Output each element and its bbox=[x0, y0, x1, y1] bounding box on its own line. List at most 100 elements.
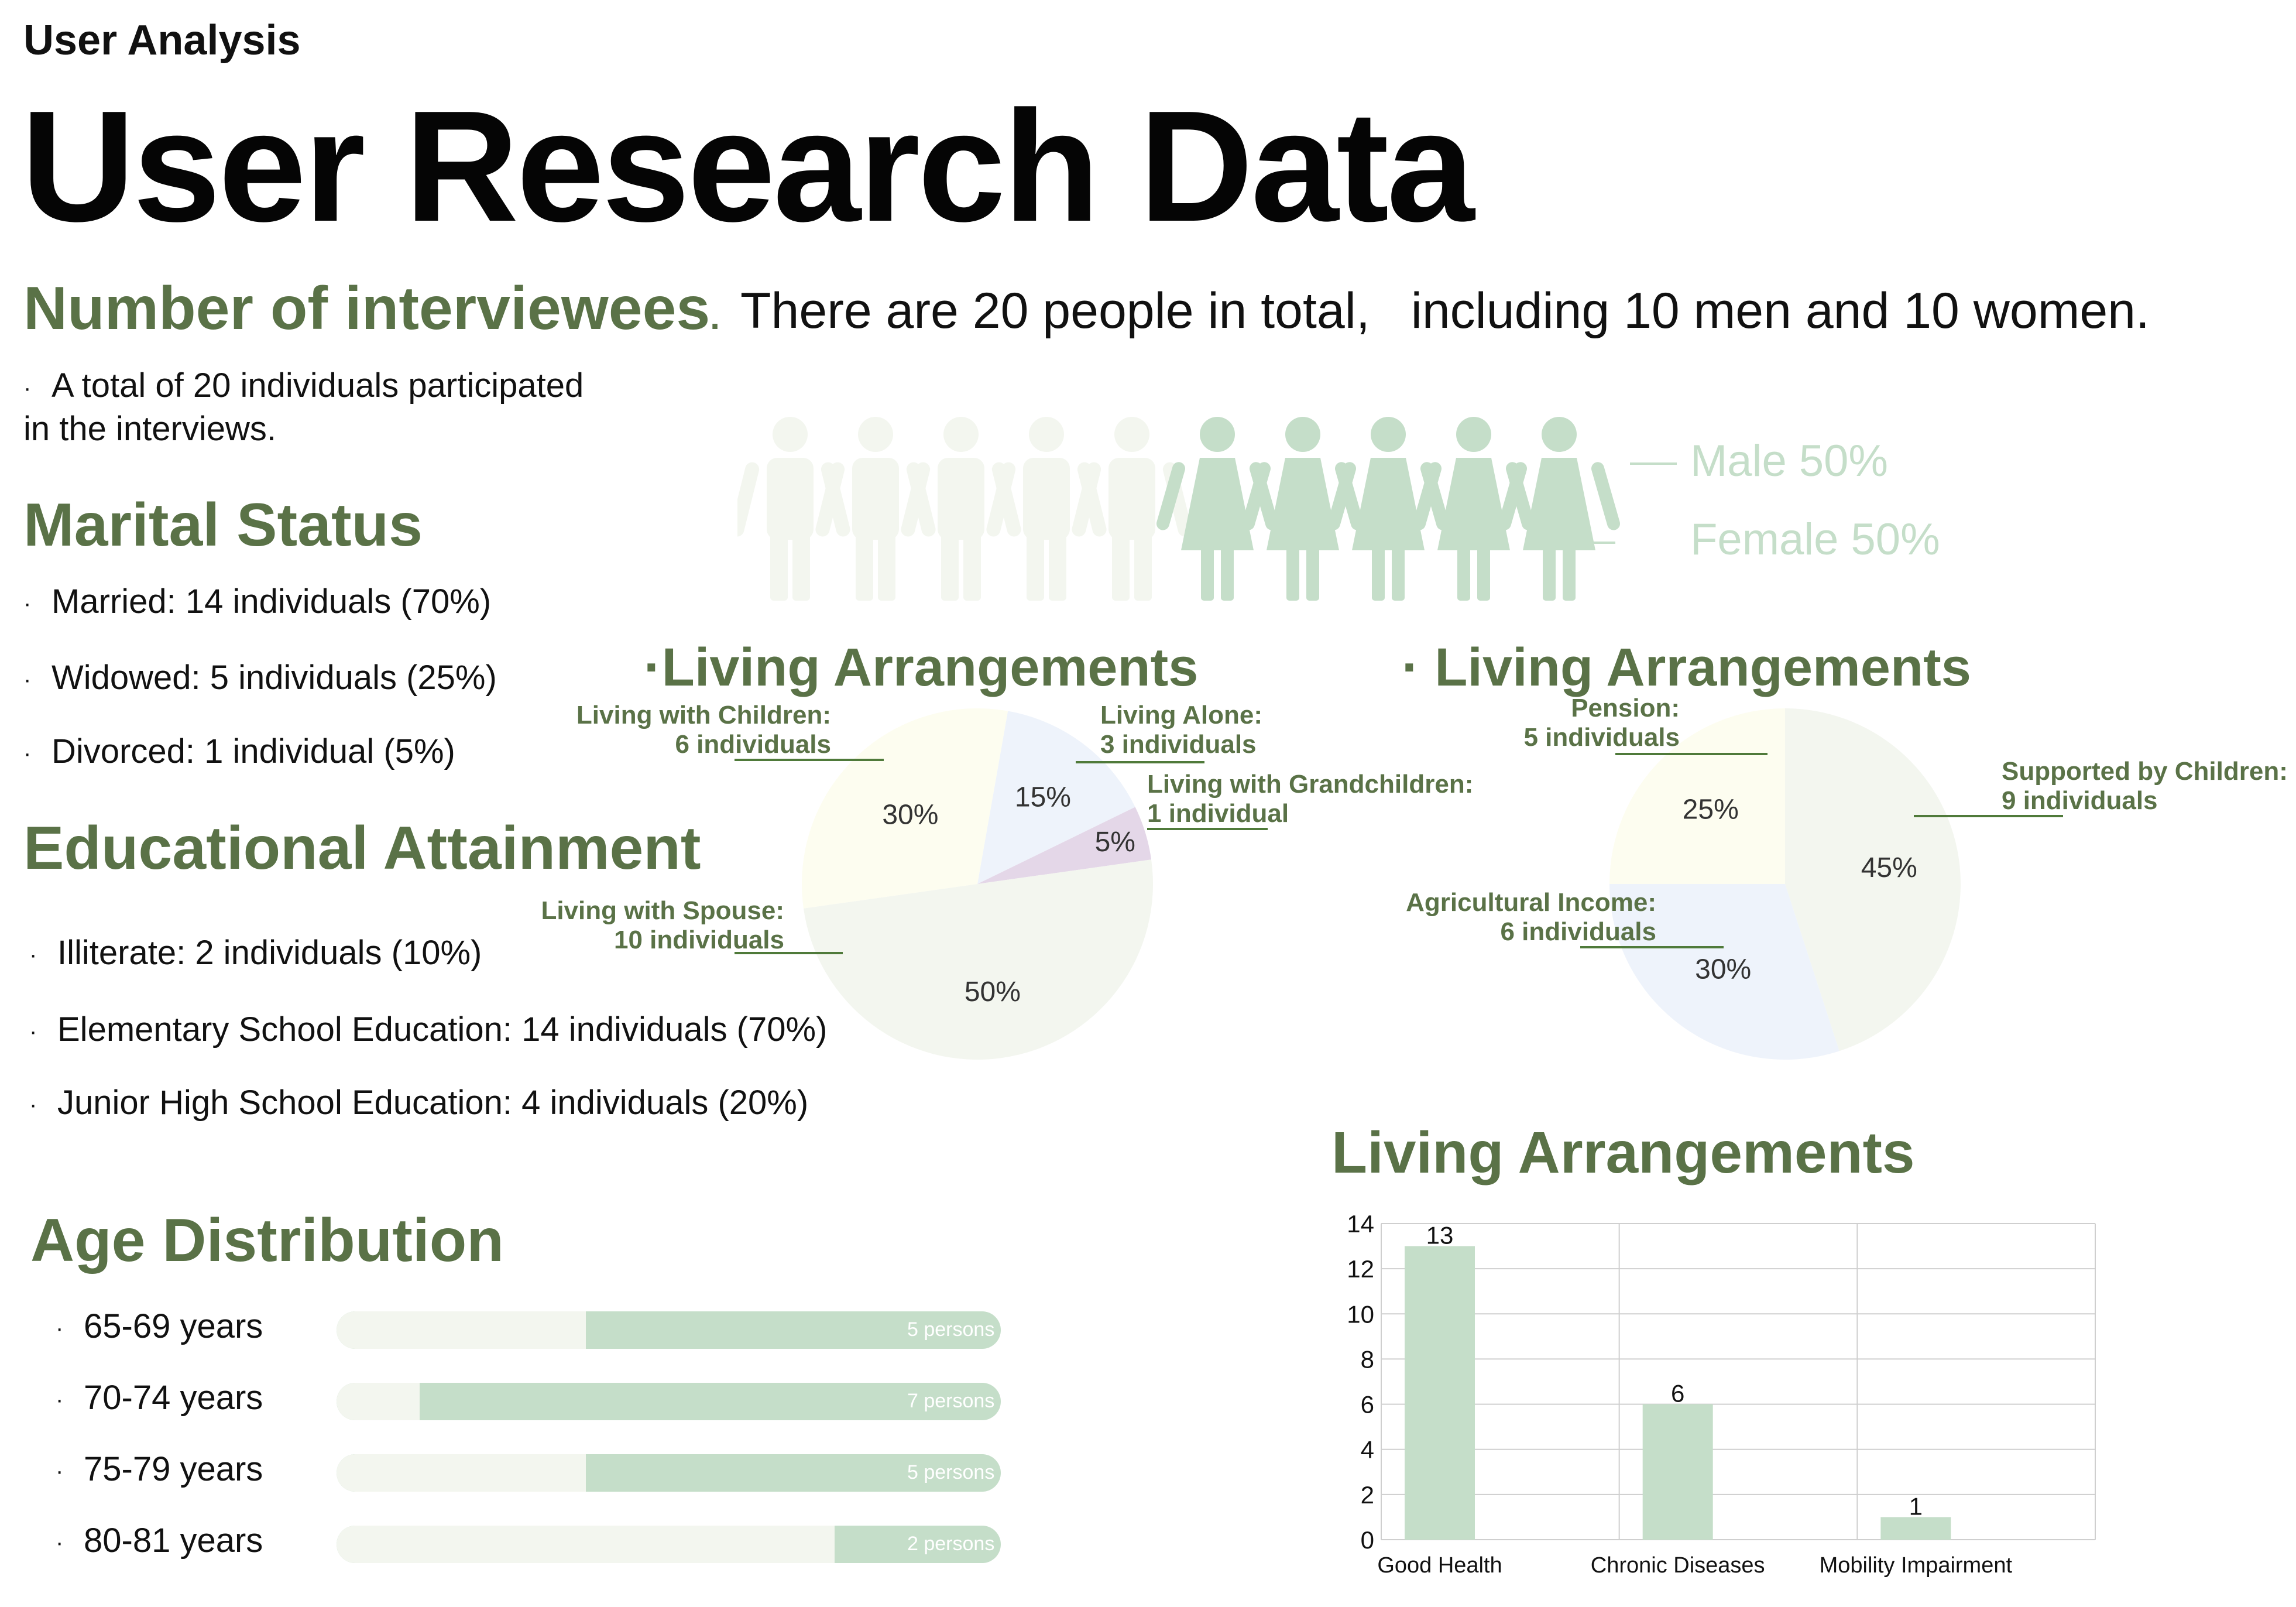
pie-callout-sublabel: 1 individual bbox=[1147, 799, 1289, 828]
pie-percent-label: 15% bbox=[1015, 782, 1071, 813]
marital-item-text: Married: 14 individuals (70%) bbox=[52, 583, 492, 621]
page-kicker: User Analysis bbox=[23, 17, 301, 64]
interviewees-note: · A total of 20 individuals participated … bbox=[23, 365, 584, 450]
pie-callout: Supported by Children:9 individuals bbox=[1914, 757, 2288, 817]
y-tick-label: 2 bbox=[1361, 1481, 1374, 1509]
female-leader-line bbox=[1580, 542, 1615, 544]
summary-part-b: including 10 men and 10 women. bbox=[1410, 283, 2150, 339]
y-tick-label: 10 bbox=[1347, 1300, 1374, 1328]
pie-callout-sublabel: 6 individuals bbox=[1500, 917, 1656, 946]
age-heading: Age Distribution bbox=[30, 1207, 504, 1274]
male-person-icon bbox=[1072, 417, 1192, 601]
age-bar-value: 5 persons bbox=[907, 1318, 995, 1341]
y-tick-label: 0 bbox=[1361, 1526, 1374, 1554]
pie-slice bbox=[803, 859, 1153, 1060]
pie-callout: Agricultural Income:6 individuals bbox=[1406, 888, 1724, 948]
summary-part-a: There are 20 people in total, bbox=[740, 283, 1370, 339]
y-tick-label: 6 bbox=[1361, 1391, 1374, 1418]
pie-percent-label: 30% bbox=[1695, 954, 1751, 985]
bar bbox=[1880, 1517, 1951, 1540]
pie-callout: Living Alone:3 individuals bbox=[1076, 701, 1262, 763]
pie-callout-sublabel: 3 individuals bbox=[1100, 730, 1257, 759]
pie-callout: Living with Grandchildren:1 individual bbox=[1147, 770, 1473, 830]
bullet: · bbox=[56, 1315, 64, 1342]
marital-item-text: Widowed: 5 individuals (25%) bbox=[52, 659, 497, 697]
marital-item-text: Divorced: 1 individual (5%) bbox=[52, 732, 455, 770]
pie-callout-label: Living with Grandchildren: bbox=[1147, 770, 1473, 799]
pie-callout-sublabel: 9 individuals bbox=[2002, 786, 2158, 815]
pie-callout-label: Living with Spouse: bbox=[541, 896, 784, 925]
pie-percent-label: 45% bbox=[1861, 852, 1917, 883]
x-tick-label: Good Health bbox=[1377, 1553, 1502, 1578]
pie1-title-dot: · bbox=[644, 638, 662, 697]
age-row-text: 65-69 years bbox=[84, 1307, 263, 1345]
x-tick-label: Chronic Diseases bbox=[1591, 1553, 1765, 1578]
bar-chart-health: 0 2 4 6 8 10 12 14 13 Good Health 6 Chronic Disease… bbox=[1347, 1210, 2096, 1578]
pie2-title-dot: · bbox=[1402, 638, 1420, 697]
bullet: · bbox=[29, 1019, 37, 1045]
marital-item: · Widowed: 5 individuals (25%) bbox=[23, 658, 497, 697]
bullet: · bbox=[56, 1530, 64, 1556]
interviewees-note-line1: A total of 20 individuals participated bbox=[52, 366, 584, 405]
age-bar-value: 5 persons bbox=[907, 1461, 995, 1483]
education-item-text: Illiterate: 2 individuals (10%) bbox=[57, 934, 482, 972]
age-bar-track bbox=[337, 1311, 1001, 1349]
y-tick-label: 4 bbox=[1361, 1436, 1374, 1464]
age-row-label: · 80-81 years bbox=[56, 1521, 263, 1560]
pie-percent-label: 30% bbox=[882, 799, 938, 830]
bar-chart-title: Living Arrangements bbox=[1331, 1120, 1915, 1185]
pie2-title: · Living Arrangements bbox=[1402, 637, 1971, 698]
pie-callout: Living with Children:6 individuals bbox=[576, 701, 884, 761]
bullet: · bbox=[29, 942, 37, 968]
age-bar-fill bbox=[337, 1383, 420, 1420]
page-title: User Research Data bbox=[21, 78, 1474, 255]
age-bar-value: 2 persons bbox=[907, 1533, 995, 1555]
female-person-icon bbox=[1327, 417, 1450, 601]
pie-callout: Living with Spouse:10 individuals bbox=[541, 896, 843, 954]
female-legend-label: Female 50% bbox=[1690, 515, 1940, 564]
people-pictogram bbox=[737, 417, 1621, 601]
age-row-text: 75-79 years bbox=[84, 1450, 263, 1488]
pie-callout-label: Agricultural Income: bbox=[1406, 888, 1656, 917]
pie-callout-label: Living Alone: bbox=[1100, 701, 1262, 729]
interviewees-summary: There are 20 people in total, including 1… bbox=[740, 282, 2150, 340]
pie1-title: ·Living Arrangements bbox=[644, 637, 1198, 698]
age-row-label: · 75-79 years bbox=[56, 1450, 263, 1489]
education-item: · Junior High School Education: 4 individ… bbox=[29, 1083, 808, 1122]
bar bbox=[1405, 1246, 1475, 1540]
marital-item: · Married: 14 individuals (70%) bbox=[23, 582, 491, 621]
age-bar-track bbox=[337, 1454, 1001, 1492]
pie-slice bbox=[1609, 708, 1785, 884]
bullet: · bbox=[23, 591, 32, 617]
age-row-text: 70-74 years bbox=[84, 1379, 263, 1417]
pie-slice bbox=[802, 708, 1008, 909]
age-row-label: · 65-69 years bbox=[56, 1307, 263, 1346]
bullet: · bbox=[29, 1092, 37, 1118]
female-person-icon bbox=[1241, 417, 1364, 601]
education-item-text: Junior High School Education: 4 individu… bbox=[57, 1084, 809, 1122]
pie-slice bbox=[977, 711, 1135, 884]
pie-callout-sublabel: 6 individuals bbox=[675, 730, 831, 759]
pie-slice bbox=[1609, 884, 1839, 1060]
y-tick-label: 12 bbox=[1347, 1255, 1374, 1283]
pie-slice bbox=[1785, 708, 1961, 1051]
age-bar-track bbox=[337, 1526, 1001, 1563]
pie-callout-sublabel: 5 individuals bbox=[1523, 723, 1680, 752]
pie1-title-text: Living Arrangements bbox=[661, 638, 1199, 697]
pie-percent-label: 25% bbox=[1683, 794, 1739, 825]
bullet: · bbox=[23, 375, 32, 401]
female-person-icon bbox=[1412, 417, 1535, 601]
age-bar-fill bbox=[337, 1454, 586, 1492]
y-tick-label: 14 bbox=[1347, 1210, 1374, 1238]
marital-item: · Divorced: 1 individual (5%) bbox=[23, 732, 455, 771]
y-tick-label: 8 bbox=[1361, 1345, 1374, 1373]
age-bar-value: 7 persons bbox=[907, 1390, 995, 1412]
bar-value-label: 6 bbox=[1671, 1380, 1684, 1407]
pie-chart-income: 45% Supported by Children:9 individuals 30… bbox=[1406, 694, 2288, 1060]
x-tick-label: Mobility Impairment bbox=[1820, 1553, 2013, 1578]
interviewees-heading-dot: . bbox=[710, 297, 720, 337]
interviewees-note-line2: in the interviews. bbox=[23, 409, 276, 448]
education-heading: Educational Attainment bbox=[23, 814, 701, 882]
marital-heading: Marital Status bbox=[23, 491, 423, 559]
